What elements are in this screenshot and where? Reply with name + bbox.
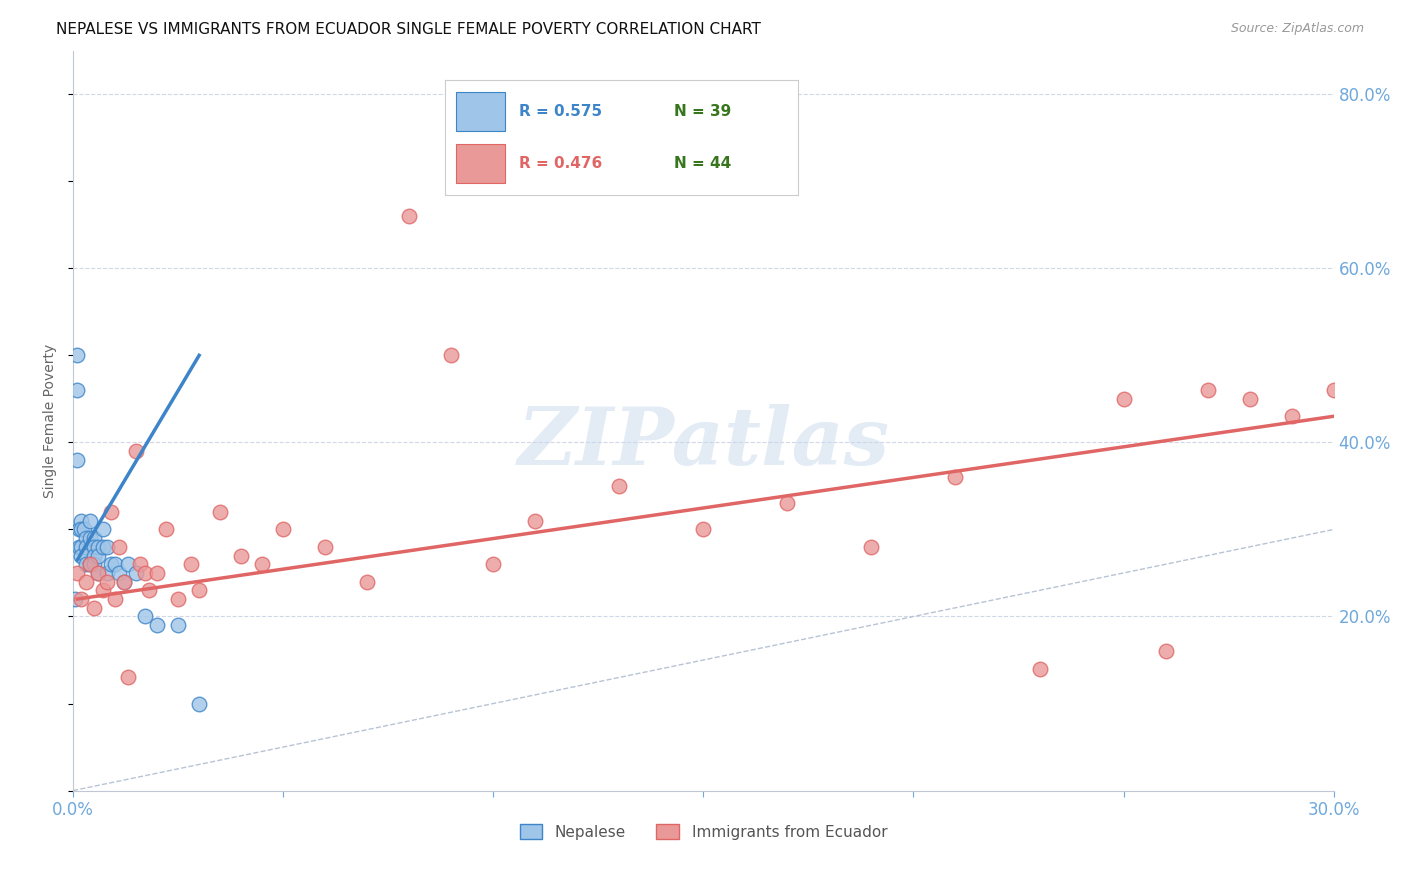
Point: [112, 574, 135, 589]
Point: [167, 592, 190, 607]
Point: [1197, 383, 1219, 397]
Point: [66, 566, 89, 580]
Point: [138, 583, 160, 598]
Point: [67, 523, 90, 537]
Point: [180, 558, 202, 572]
Point: [188, 583, 211, 598]
Point: [83, 600, 105, 615]
Point: [117, 558, 139, 572]
Point: [70, 523, 93, 537]
Point: [155, 523, 177, 537]
Point: [112, 574, 135, 589]
Point: [860, 540, 883, 554]
Point: [134, 609, 156, 624]
Point: [63, 592, 86, 607]
Point: [66, 383, 89, 397]
Point: [776, 496, 799, 510]
Point: [692, 523, 714, 537]
Point: [125, 566, 148, 580]
Point: [67, 540, 90, 554]
Point: [188, 697, 211, 711]
Point: [146, 566, 169, 580]
Point: [1028, 662, 1050, 676]
Point: [72, 523, 94, 537]
Point: [1239, 392, 1261, 406]
Point: [125, 444, 148, 458]
Point: [83, 558, 105, 572]
Point: [250, 558, 273, 572]
Point: [87, 540, 110, 554]
Point: [75, 549, 97, 563]
Point: [79, 514, 101, 528]
Point: [75, 574, 97, 589]
Point: [108, 540, 131, 554]
Point: [96, 574, 118, 589]
Point: [87, 566, 110, 580]
Point: [104, 558, 127, 572]
Point: [231, 549, 253, 563]
Point: [104, 592, 127, 607]
Point: [70, 592, 93, 607]
Point: [1112, 392, 1135, 406]
Point: [83, 549, 105, 563]
Point: [87, 549, 110, 563]
Legend: Nepalese, Immigrants from Ecuador: Nepalese, Immigrants from Ecuador: [513, 818, 893, 846]
Point: [83, 531, 105, 545]
Point: [440, 348, 463, 362]
Point: [1154, 644, 1177, 658]
Point: [70, 514, 93, 528]
Point: [100, 558, 122, 572]
Text: Source: ZipAtlas.com: Source: ZipAtlas.com: [1230, 22, 1364, 36]
Point: [209, 505, 232, 519]
Point: [1323, 383, 1346, 397]
Point: [91, 583, 114, 598]
Point: [79, 558, 101, 572]
Point: [91, 540, 114, 554]
Point: [482, 558, 505, 572]
Point: [79, 558, 101, 572]
Point: [75, 540, 97, 554]
Point: [79, 531, 101, 545]
Point: [75, 531, 97, 545]
Text: NEPALESE VS IMMIGRANTS FROM ECUADOR SINGLE FEMALE POVERTY CORRELATION CHART: NEPALESE VS IMMIGRANTS FROM ECUADOR SING…: [56, 22, 761, 37]
Point: [87, 566, 110, 580]
Point: [96, 540, 118, 554]
Point: [607, 479, 630, 493]
Point: [66, 348, 89, 362]
Point: [945, 470, 967, 484]
Point: [70, 540, 93, 554]
Point: [117, 670, 139, 684]
Point: [66, 452, 89, 467]
Point: [100, 505, 122, 519]
Point: [167, 618, 190, 632]
Point: [96, 566, 118, 580]
Point: [398, 209, 420, 223]
Point: [1281, 409, 1303, 424]
Point: [75, 558, 97, 572]
Point: [134, 566, 156, 580]
Point: [70, 549, 93, 563]
Point: [356, 574, 378, 589]
Point: [146, 618, 169, 632]
Point: [314, 540, 336, 554]
Y-axis label: Single Female Poverty: Single Female Poverty: [44, 343, 58, 498]
Point: [524, 514, 547, 528]
Point: [83, 540, 105, 554]
Text: ZIPatlas: ZIPatlas: [517, 404, 890, 482]
Point: [91, 523, 114, 537]
Point: [271, 523, 294, 537]
Point: [129, 558, 152, 572]
Point: [108, 566, 131, 580]
